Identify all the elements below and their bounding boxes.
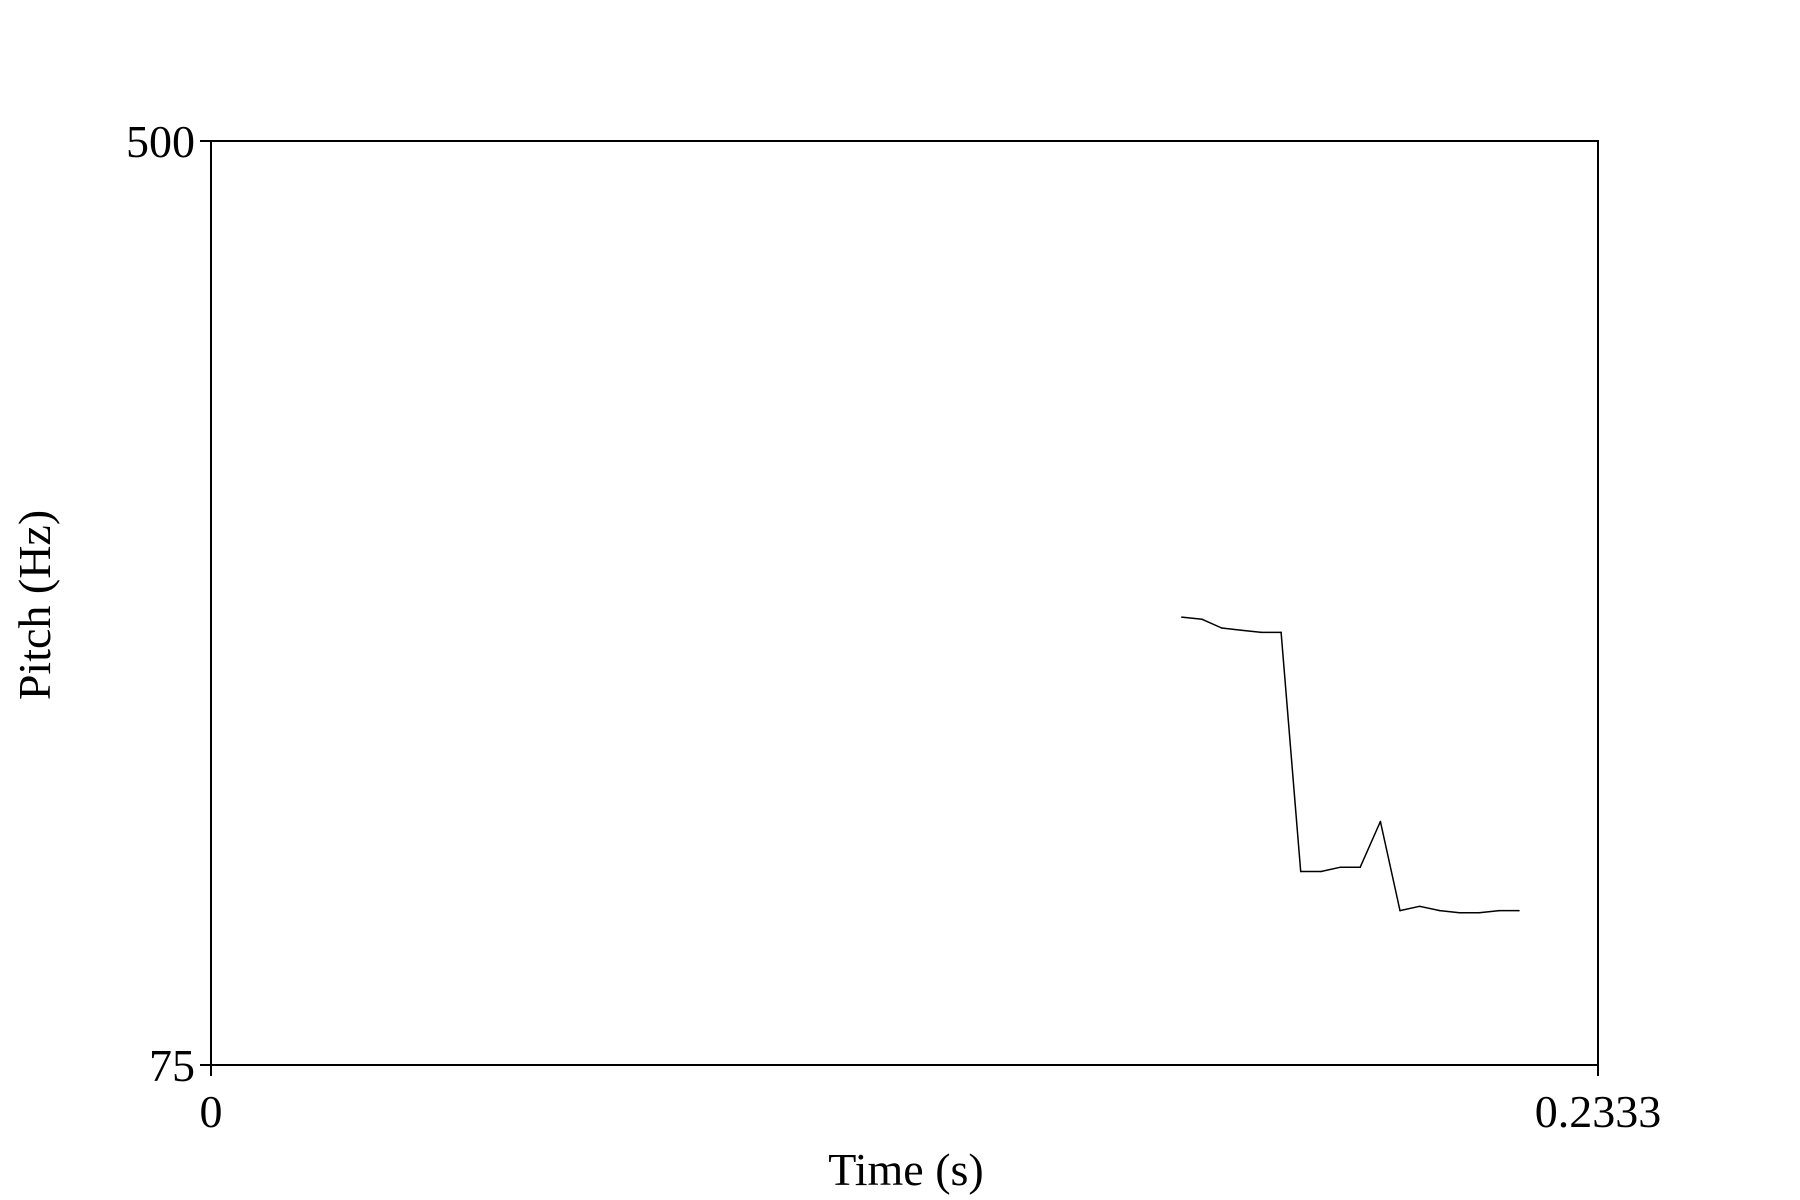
pitch-data-point [1518,909,1520,912]
pitch-data-point [1379,820,1382,823]
x-axis-label: Time (s) [828,1144,984,1195]
pitch-data-point [1399,909,1401,912]
y-tick-label: 75 [149,1040,195,1091]
pitch-data-point [1240,629,1243,631]
pitch-data-point [1498,909,1501,912]
pitch-data-point [1418,905,1421,908]
x-tick-label: 0 [200,1086,223,1137]
pitch-data-point [1458,912,1461,914]
pitch-data-point [1359,866,1361,868]
pitch-data-point [1439,909,1441,912]
pitch-data-point [1220,627,1223,629]
pitch-data-point [1280,631,1282,634]
plot-area: 75 500 0 0.2333 [126,116,1661,1137]
pitch-series-line [1181,616,1519,914]
pitch-data-point [1299,870,1302,873]
x-tick-label: 0.2333 [1535,1086,1662,1137]
y-tick-label: 500 [126,116,195,167]
pitch-data-point [1339,866,1342,868]
pitch-data-point [1320,870,1322,873]
pitch-data-point [1181,616,1183,618]
pitch-data-point [1260,631,1263,634]
pitch-data-point [1478,912,1480,914]
pitch-data-point [1201,618,1203,621]
y-axis-label: Pitch (Hz) [9,510,60,700]
plot-frame [210,140,1599,1066]
